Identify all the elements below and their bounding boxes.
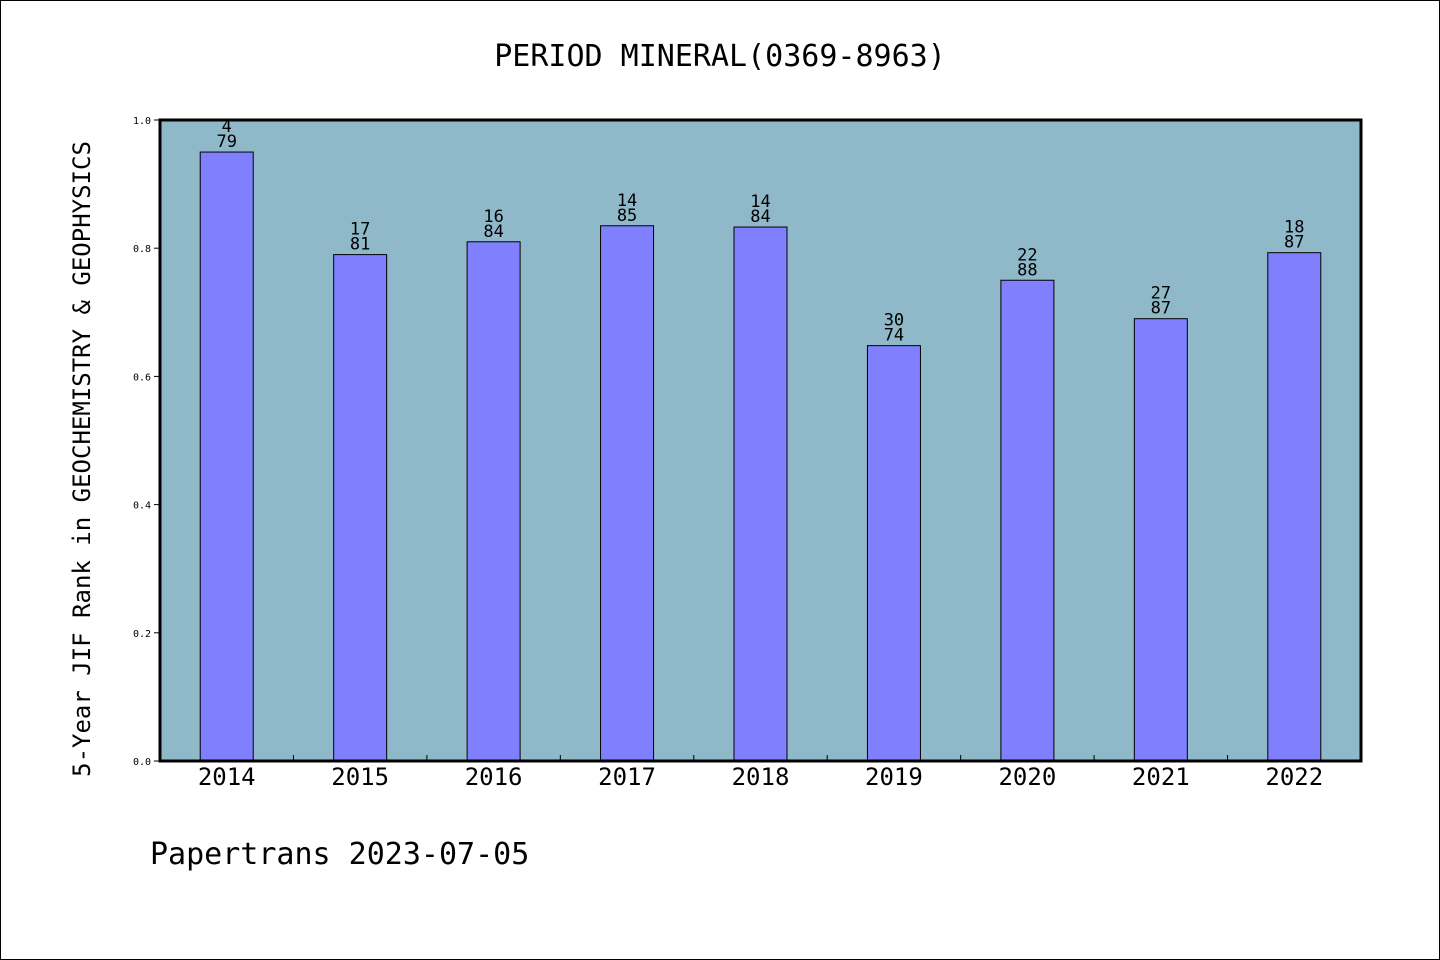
bar-rank-label: 14 — [617, 191, 637, 211]
x-tick-label: 2017 — [598, 763, 656, 791]
bar-2015 — [333, 254, 388, 762]
bar-total-label: 87 — [1284, 233, 1304, 253]
bar-total-label: 88 — [1017, 260, 1037, 280]
bar-total-label: 79 — [216, 132, 236, 152]
footer-credit: Papertrans 2023-07-05 — [150, 837, 529, 872]
bar-total-label: 84 — [483, 222, 503, 242]
bar-total-label: 84 — [750, 207, 770, 227]
y-tick-label: 0.4 — [133, 501, 151, 512]
x-tick-label: 2020 — [998, 763, 1056, 791]
y-tick-label: 1.0 — [133, 116, 151, 127]
x-tick-label: 2014 — [198, 763, 256, 791]
x-tick-label: 2016 — [465, 763, 523, 791]
bar-2014 — [199, 151, 254, 762]
x-tick-label: 2018 — [732, 763, 790, 791]
bar-2018 — [733, 226, 788, 762]
y-tick-label: 0.0 — [133, 757, 151, 768]
x-tick-label: 2019 — [865, 763, 923, 791]
bar-total-label: 81 — [350, 235, 370, 255]
bar-rank-label: 22 — [1017, 245, 1037, 265]
bar-rank-label: 16 — [483, 207, 503, 227]
bar-total-label: 87 — [1151, 299, 1171, 319]
y-axis: 0.0 0.2 0.4 0.6 0.8 1.0 — [133, 116, 160, 768]
x-tick-label: 2022 — [1265, 763, 1323, 791]
bar-2020 — [1000, 279, 1055, 762]
y-tick-label: 0.8 — [133, 244, 151, 255]
bar-2019 — [866, 345, 921, 762]
bar-2017 — [600, 225, 655, 762]
bar-2022 — [1267, 252, 1322, 762]
y-tick-label: 0.6 — [133, 372, 151, 383]
bar-total-label: 74 — [884, 326, 904, 346]
bar-rank-label: 18 — [1284, 218, 1304, 238]
chart-title: PERIOD MINERAL(0369-8963) — [494, 39, 946, 74]
x-tick-label: 2015 — [331, 763, 389, 791]
bar-rank-label: 14 — [750, 192, 770, 212]
bar-total-label: 85 — [617, 206, 637, 226]
bar-rank-label: 30 — [884, 311, 904, 331]
bar-rank-label: 4 — [222, 117, 232, 137]
x-tick-label: 2021 — [1132, 763, 1190, 791]
bar-rank-label: 27 — [1151, 284, 1171, 304]
y-axis-label: 5-Year JIF Rank in GEOCHEMISTRY & GEOPHY… — [68, 141, 96, 777]
plot-border — [158, 118, 1363, 763]
x-axis: 2014 2015 2016 2017 2018 2019 2020 2021 2022 — [198, 755, 1323, 791]
bar-2016 — [466, 241, 521, 762]
bars-group — [199, 151, 1322, 762]
y-tick-label: 0.2 — [133, 629, 151, 640]
bar-2021 — [1133, 318, 1188, 762]
bar-rank-label: 17 — [350, 220, 370, 240]
